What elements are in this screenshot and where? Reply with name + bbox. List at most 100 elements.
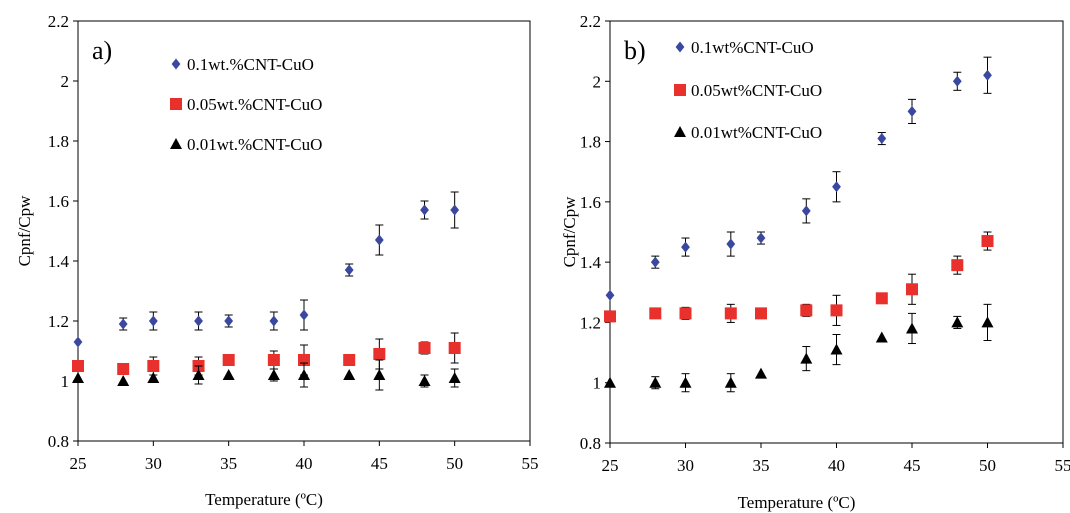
panel-label: a) — [92, 36, 112, 65]
y-tick-label: 2.2 — [580, 12, 601, 31]
data-point — [298, 369, 310, 380]
data-point — [448, 342, 461, 354]
data-point — [418, 342, 431, 354]
chart-panel-a: 0.8 1 1.2 1.4 1.6 1.8 2 2.2 25 30 35 40 45 50 55 Temper… — [15, 12, 539, 509]
data-point — [118, 318, 128, 330]
data-point — [830, 304, 843, 317]
x-tick-label: 45 — [371, 454, 388, 473]
data-point — [605, 289, 615, 301]
x-tick-label: 35 — [220, 454, 237, 473]
data-point — [267, 369, 280, 380]
x-tick-label: 40 — [296, 454, 313, 473]
data-point — [983, 69, 992, 81]
data-point — [269, 315, 279, 327]
data-point — [679, 376, 692, 388]
data-point — [650, 256, 660, 268]
data-point — [222, 369, 235, 380]
data-point — [726, 238, 736, 250]
series-triangle — [604, 303, 994, 393]
data-point — [755, 367, 767, 379]
legend-entry: 0.1wt%CNT-CuO — [675, 38, 814, 57]
data-point — [147, 372, 160, 383]
data-point — [117, 375, 130, 386]
legend-label: 0.01wt.%CNT-CuO — [187, 135, 322, 154]
series-square — [72, 332, 461, 376]
data-point — [373, 348, 386, 360]
y-tick-label: 2.2 — [48, 12, 69, 31]
x-tick-label: 25 — [70, 454, 87, 473]
y-tick-label: 1.4 — [48, 252, 70, 271]
legend-entry: 0.01wt.%CNT-CuO — [170, 135, 322, 154]
data-point — [830, 343, 843, 355]
data-point — [222, 354, 235, 366]
data-point — [72, 360, 84, 372]
legend-label: 0.05wt%CNT-CuO — [691, 81, 822, 100]
x-tick-label: 50 — [446, 454, 463, 473]
data-point — [755, 307, 767, 320]
legend-marker — [170, 138, 182, 149]
x-tick-label: 45 — [904, 456, 921, 475]
y-tick-label: 1.4 — [580, 253, 602, 272]
data-point — [344, 264, 354, 276]
legend-label: 0.05wt.%CNT-CuO — [187, 95, 322, 114]
data-point — [906, 283, 918, 296]
legend-label: 0.1wt%CNT-CuO — [691, 38, 814, 57]
data-point — [877, 133, 887, 145]
x-tick-label: 30 — [677, 456, 694, 475]
y-tick-label: 1.8 — [580, 133, 601, 152]
legend-entry: 0.1wt.%CNT-CuO — [171, 55, 314, 74]
data-point — [649, 376, 662, 388]
series-triangle — [72, 359, 461, 391]
data-point — [800, 352, 813, 364]
x-tick-label: 35 — [753, 456, 770, 475]
data-point — [267, 354, 280, 366]
legend-marker — [674, 84, 686, 96]
data-point — [343, 354, 356, 366]
data-point — [907, 105, 917, 117]
series-square — [604, 231, 994, 326]
legend-marker — [171, 58, 181, 70]
data-point — [724, 307, 737, 320]
legend-entry: 0.05wt.%CNT-CuO — [170, 95, 322, 114]
y-tick-label: 1 — [61, 372, 70, 391]
y-tick-label: 0.8 — [48, 432, 69, 451]
x-axis-label: Temperature (ºC) — [738, 493, 856, 512]
data-point — [951, 316, 964, 328]
y-tick-label: 2 — [61, 72, 70, 91]
data-point — [194, 315, 203, 327]
series-diamond — [605, 56, 992, 301]
data-point — [299, 309, 309, 321]
data-point — [448, 372, 461, 383]
data-point — [875, 292, 888, 305]
data-point — [418, 375, 431, 386]
data-point — [681, 241, 690, 253]
data-point — [147, 360, 160, 372]
data-point — [679, 307, 692, 320]
y-tick-label: 1.2 — [48, 312, 69, 331]
data-point — [343, 369, 356, 380]
series-diamond — [73, 191, 460, 348]
data-point — [148, 315, 158, 327]
legend-entry: 0.01wt%CNT-CuO — [674, 123, 822, 142]
data-point — [224, 315, 234, 327]
y-tick-label: 1.2 — [580, 313, 601, 332]
data-point — [373, 369, 386, 380]
y-tick-label: 1.6 — [580, 193, 601, 212]
legend-marker — [675, 41, 685, 53]
y-tick-label: 0.8 — [580, 434, 601, 453]
x-tick-label: 50 — [979, 456, 996, 475]
data-point — [724, 376, 737, 388]
data-point — [73, 336, 83, 348]
x-axis-label: Temperature (ºC) — [205, 490, 323, 509]
x-tick-label: 30 — [145, 454, 162, 473]
data-point — [649, 307, 662, 320]
data-point — [801, 205, 811, 217]
x-tick-label: 55 — [522, 454, 539, 473]
chart-panel-b: 0.8 1 1.2 1.4 1.6 1.8 2 2.2 25 30 35 40 45 50 55 Temper… — [560, 12, 1070, 512]
data-point — [981, 235, 994, 248]
data-point — [72, 372, 84, 383]
data-point — [450, 204, 460, 216]
y-axis-label: Cpnf/Cpw — [15, 195, 34, 267]
data-point — [192, 369, 205, 380]
